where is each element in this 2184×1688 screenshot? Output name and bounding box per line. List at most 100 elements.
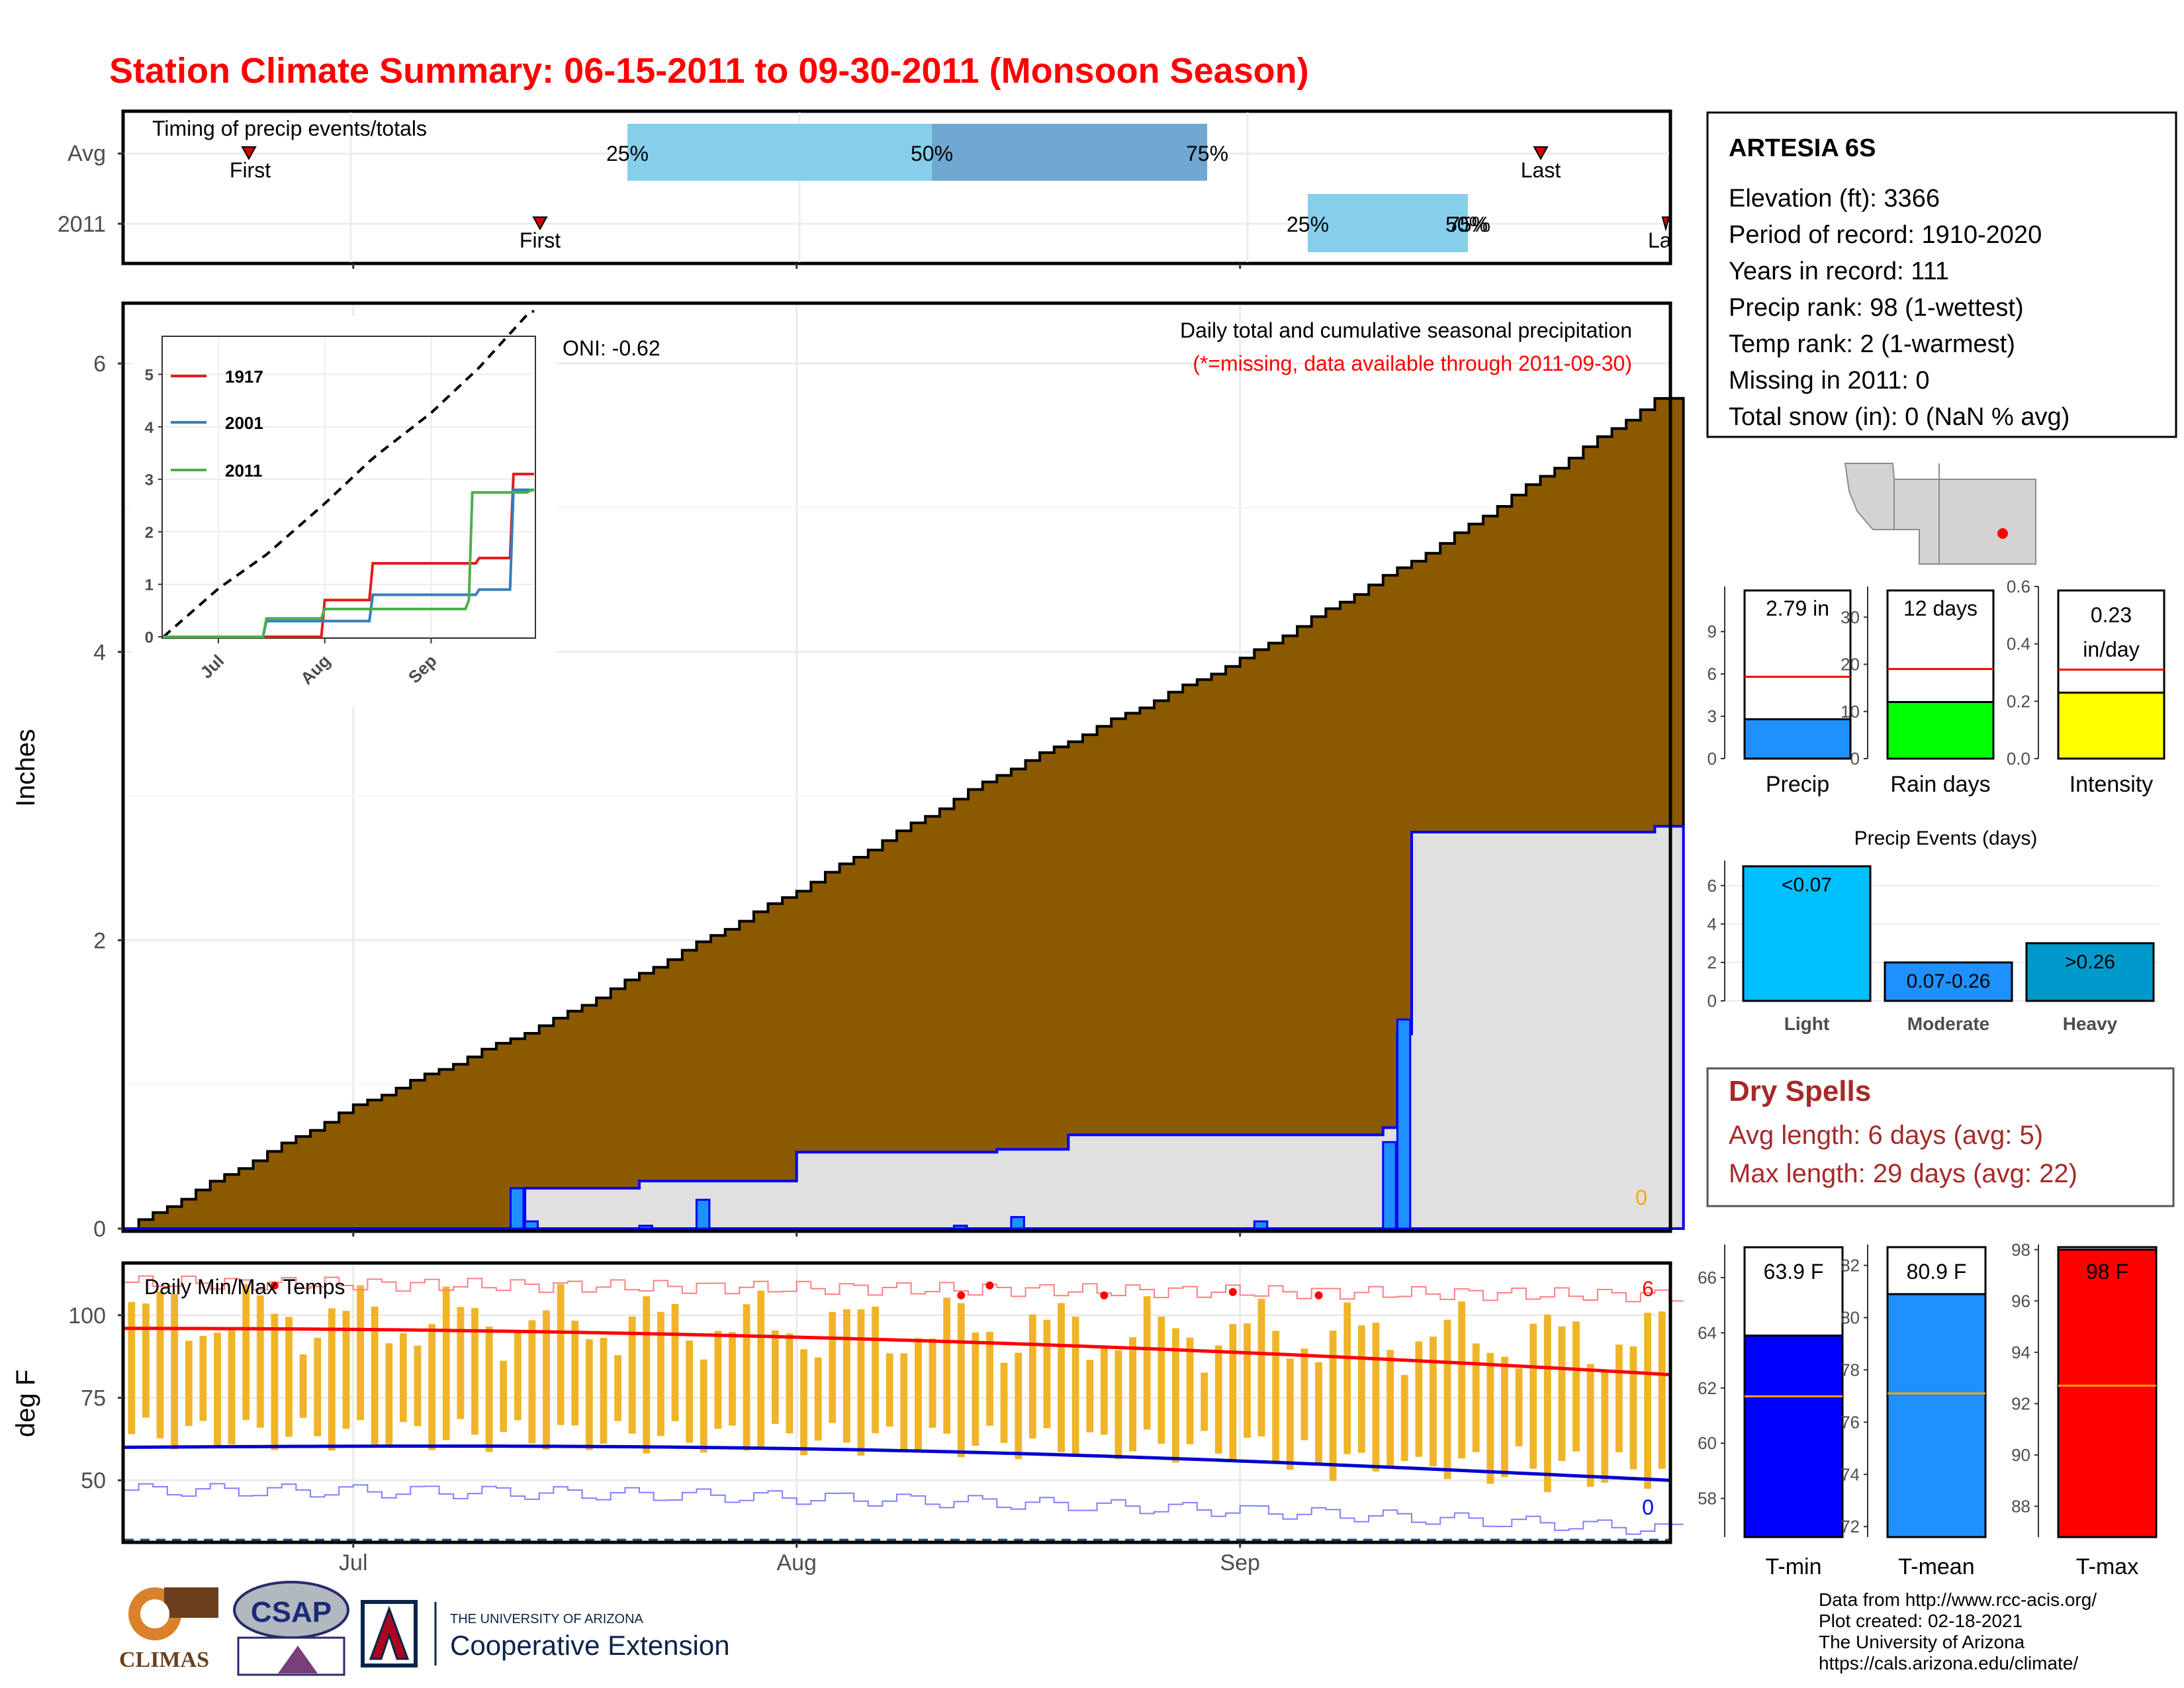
mini-bar-chart-rain-days: 0 10 20 30 12 days Rain days bbox=[1841, 586, 1995, 797]
station-info-line: Total snow (in): 0 (NaN % avg) bbox=[1729, 403, 2070, 431]
daily-temp-range-bar bbox=[829, 1311, 837, 1423]
daily-precip-bar bbox=[638, 1225, 653, 1230]
legend-1917: 1917 bbox=[225, 367, 263, 387]
daily-temp-range-bar bbox=[528, 1320, 536, 1444]
daily-temp-range-bar bbox=[1658, 1311, 1666, 1469]
temp-summary-y-tick-label: 72 bbox=[1841, 1517, 1860, 1536]
x-tick-label: Jul bbox=[339, 1550, 367, 1575]
temp-summary-y-tick-label: 98 bbox=[2011, 1240, 2030, 1260]
temp-summary-bar bbox=[2057, 1248, 2158, 1538]
record-high-line bbox=[124, 1275, 1684, 1303]
avg-p75-label: 75% bbox=[1186, 142, 1228, 165]
station-info-line: Years in record: 111 bbox=[1729, 258, 1949, 285]
daily-precip-bar bbox=[695, 1198, 711, 1230]
daily-temp-range-bar bbox=[700, 1359, 707, 1453]
temp-summary-value-label: 98 F bbox=[2086, 1260, 2128, 1284]
daily-temp-range-bar bbox=[1372, 1323, 1380, 1472]
avg-first-label: First bbox=[230, 158, 271, 182]
footer-credits: Data from http://www.rcc-acis.org/ Plot … bbox=[1819, 1589, 2097, 1673]
daily-temp-range-bar bbox=[557, 1284, 565, 1425]
temp-title: Daily Min/Max Temps bbox=[144, 1275, 345, 1299]
daily-temp-range-bar bbox=[614, 1355, 621, 1421]
daily-precip-bar bbox=[952, 1225, 968, 1230]
daily-temp-range-bar bbox=[1572, 1321, 1580, 1452]
temp-summary-t-mean: 72 74 76 78 80 82 80.9 F T-mean bbox=[1841, 1244, 1987, 1579]
dry-spells-avg: Avg length: 6 days (avg: 5) bbox=[1729, 1121, 2043, 1150]
events-bar-light bbox=[1742, 865, 1872, 1002]
station-info-line: Period of record: 1910-2020 bbox=[1729, 221, 2042, 249]
precip-subtitle: Daily total and cumulative seasonal prec… bbox=[1180, 318, 1632, 342]
dry-spells-box: Dry Spells Avg length: 6 days (avg: 5) M… bbox=[1706, 1067, 2175, 1207]
daily-temp-range-bar bbox=[171, 1293, 179, 1450]
daily-temp-range-bar bbox=[1244, 1323, 1251, 1438]
daily-temp-range-bar bbox=[1300, 1348, 1308, 1440]
daily-temp-range-bar bbox=[414, 1345, 422, 1427]
events-bar-label: Heavy bbox=[2063, 1013, 2118, 1034]
daily-temp-range-bar bbox=[1543, 1314, 1551, 1493]
daily-temp-range-bar bbox=[1601, 1370, 1609, 1483]
daily-temp-range-bar bbox=[1143, 1296, 1151, 1430]
daily-temp-range-bar bbox=[1558, 1326, 1566, 1462]
daily-temp-range-bar bbox=[1443, 1319, 1451, 1479]
temp-summary-y-tick-label: 62 bbox=[1698, 1378, 1717, 1398]
daily-temp-range-bar bbox=[442, 1286, 450, 1440]
temp-summary-y-tick-label: 90 bbox=[2011, 1445, 2030, 1465]
station-info-line: Elevation (ft): 3366 bbox=[1729, 185, 1940, 212]
daily-temp-range-bar bbox=[1129, 1337, 1136, 1452]
record-high-marker bbox=[985, 1281, 994, 1289]
timing-panel: Timing of precip events/totals Avg 2011 … bbox=[58, 109, 1672, 265]
daily-temp-range-bar bbox=[814, 1357, 822, 1441]
mini-y-tick-label: 3 bbox=[1707, 706, 1717, 726]
timing-title: Timing of precip events/totals bbox=[152, 117, 427, 140]
daily-temp-range-bar bbox=[1186, 1337, 1194, 1444]
events-title: Precip Events (days) bbox=[1854, 827, 2038, 849]
station-info-line: Precip rank: 98 (1-wettest) bbox=[1729, 294, 2024, 322]
temp-summary-y-tick-label: 66 bbox=[1698, 1268, 1717, 1288]
daily-temp-range-bar bbox=[943, 1297, 951, 1434]
station-info-line: Temp rank: 2 (1-warmest) bbox=[1729, 330, 2015, 358]
daily-temp-range-bar bbox=[228, 1329, 236, 1444]
daily-temp-range-bar bbox=[514, 1331, 522, 1421]
mini-bar-value bbox=[1886, 701, 1995, 760]
dry-spells-title: Dry Spells bbox=[1729, 1075, 1871, 1107]
daily-temp-range-bar bbox=[743, 1304, 751, 1451]
daily-temp-range-bar bbox=[1315, 1362, 1322, 1465]
daily-temp-range-bar bbox=[1472, 1343, 1480, 1452]
precip-ylabel: Inches bbox=[11, 729, 40, 807]
csap-logo-text: CSAP bbox=[251, 1596, 332, 1628]
daily-temp-range-bar bbox=[800, 1349, 807, 1456]
cumulative-precip-2011-area bbox=[124, 825, 1685, 1230]
events-bar-heavy bbox=[2025, 942, 2155, 1002]
events-bar-label: Light bbox=[1784, 1013, 1829, 1034]
temperature-panel: Daily Min/Max Temps deg F 6 0 50 75 100 Ju… bbox=[11, 1261, 1684, 1575]
temp-summary-bar bbox=[1743, 1335, 1844, 1538]
daily-temp-range-bar bbox=[1158, 1316, 1165, 1444]
station-info-line: Missing in 2011: 0 bbox=[1729, 367, 1929, 395]
daily-temp-range-bar bbox=[1272, 1331, 1280, 1462]
y-tick-label: 4 bbox=[93, 640, 106, 665]
daily-temp-range-bar bbox=[1115, 1350, 1122, 1460]
daily-temp-range-bar bbox=[1458, 1301, 1466, 1459]
precip-panel: Inches 0 2 4 6 ONI: -0.62 Daily total and c… bbox=[11, 263, 1685, 1242]
daily-temp-range-bar bbox=[543, 1310, 550, 1450]
ua-big-text: Cooperative Extension bbox=[450, 1630, 730, 1661]
inset-y-tick-label: 0 bbox=[145, 629, 154, 647]
daily-precip-bar bbox=[510, 1187, 525, 1230]
temp-summary-y-tick-label: 78 bbox=[1841, 1360, 1860, 1380]
daily-temp-range-bar bbox=[1086, 1360, 1094, 1432]
page-title: Station Climate Summary: 06-15-2011 to 0… bbox=[109, 51, 1309, 91]
record-low-line bbox=[124, 1483, 1684, 1535]
daily-temp-range-bar bbox=[686, 1340, 694, 1443]
daily-temp-range-bar bbox=[757, 1290, 765, 1448]
mini-y-tick-label: 30 bbox=[1841, 607, 1860, 627]
legend-2011: 2011 bbox=[225, 461, 262, 481]
avg-25-50-bar bbox=[627, 124, 932, 181]
daily-temp-range-bar bbox=[1430, 1336, 1437, 1467]
mini-y-tick-label: 9 bbox=[1707, 622, 1717, 641]
record-high-marker bbox=[1100, 1291, 1109, 1299]
mini-bar-value bbox=[2057, 691, 2165, 760]
y2011-last-label: La bbox=[1648, 228, 1672, 252]
daily-temp-range-bar bbox=[1071, 1317, 1079, 1457]
daily-temp-range-bar bbox=[872, 1306, 879, 1434]
